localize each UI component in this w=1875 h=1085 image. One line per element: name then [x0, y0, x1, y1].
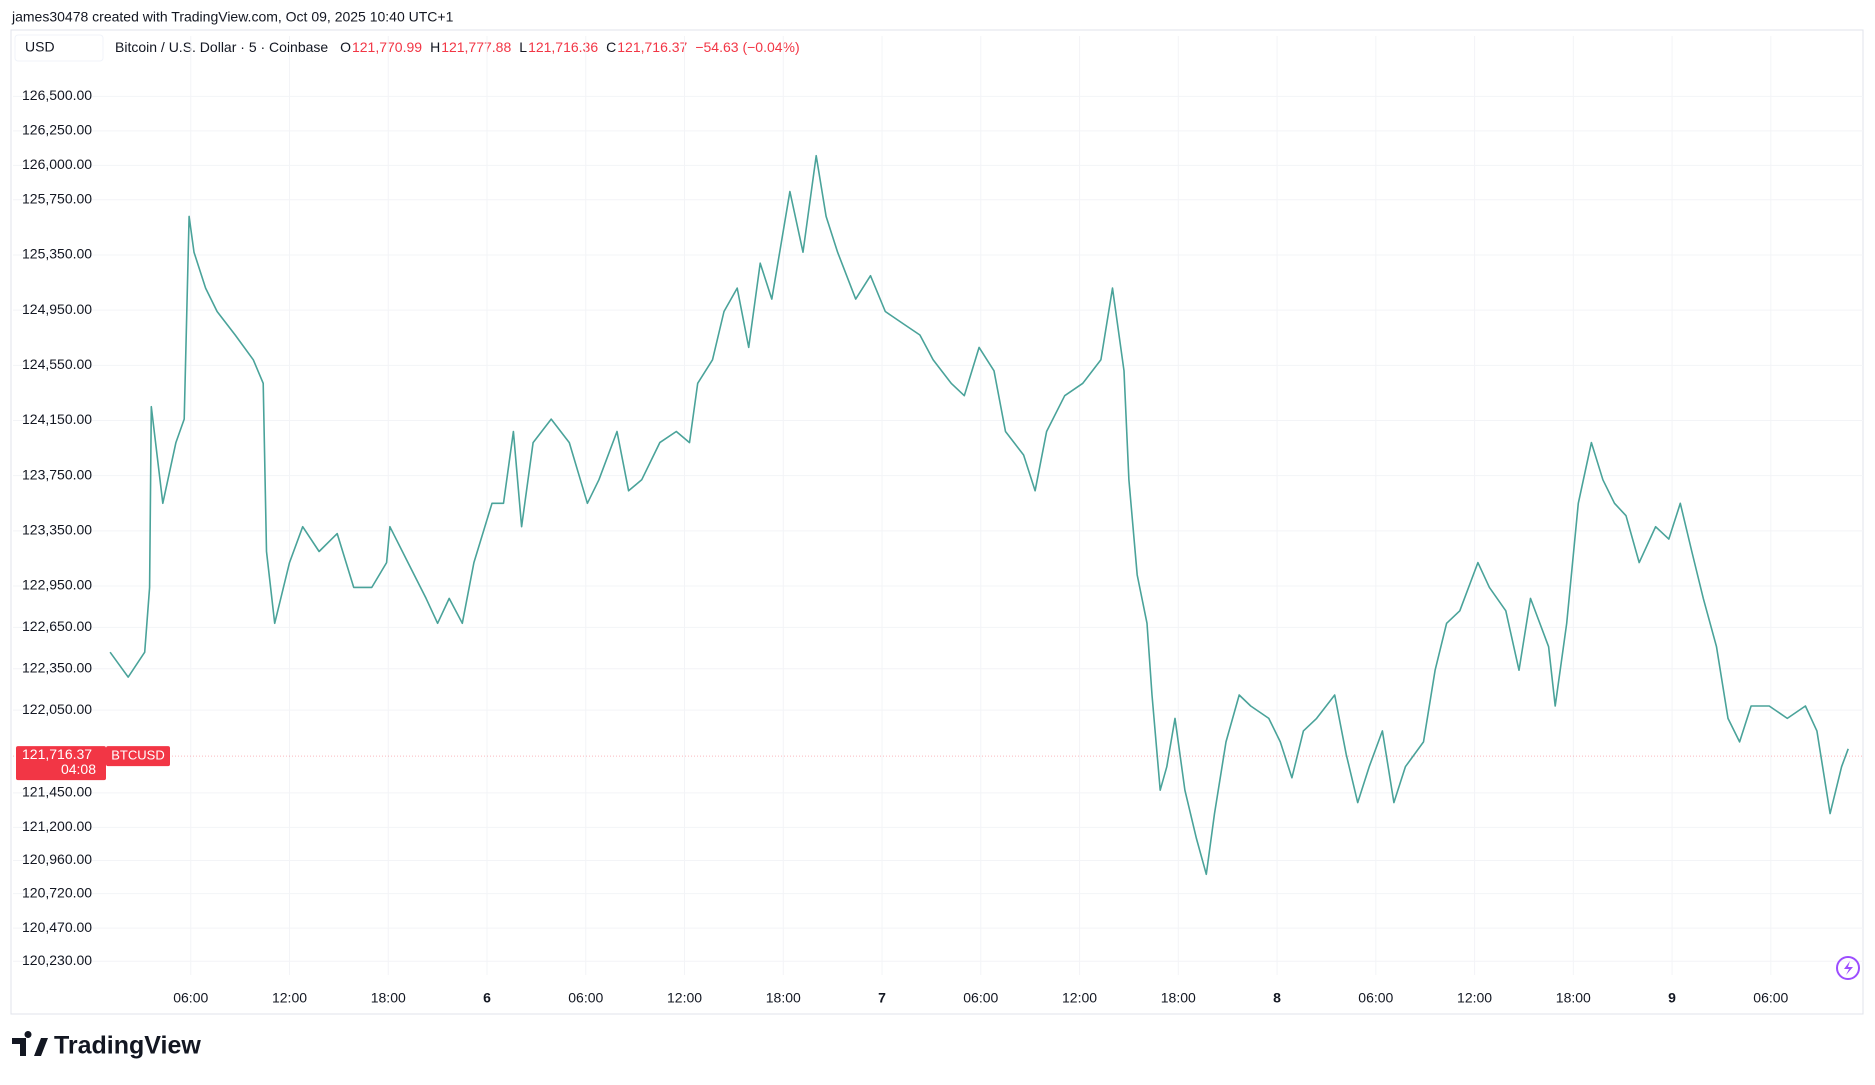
icon-ring[interactable] — [1836, 956, 1860, 980]
ohlc-value: 121,777.88 — [441, 39, 511, 55]
ohlc-value: 121,770.99 — [352, 39, 422, 55]
symbol-tag — [106, 746, 170, 767]
symbol-tag-label: BTCUSD — [111, 748, 164, 763]
y-tick-label: 126,000.00 — [22, 156, 92, 172]
x-tick-label: 18:00 — [371, 990, 406, 1006]
x-tick-label: 06:00 — [1358, 990, 1393, 1006]
ohlc-value: 121,716.36 — [528, 39, 598, 55]
x-tick-label: 6 — [483, 990, 491, 1006]
ohlc-value: 121,716.37 — [617, 39, 687, 55]
ohlc-key: C — [606, 39, 616, 55]
x-tick-label: 12:00 — [667, 990, 702, 1006]
chart-frame — [10, 29, 1864, 1015]
currency[interactable]: USD — [25, 39, 55, 55]
symbol-legend: Bitcoin / U.S. Dollar · 5 · Coinbase O12… — [115, 39, 800, 55]
x-tick-label: 18:00 — [1556, 990, 1591, 1006]
currency-box[interactable] — [14, 34, 104, 62]
y-tick-label: 121,200.00 — [22, 818, 92, 834]
y-tick-label: 125,350.00 — [22, 246, 92, 262]
ohlc-key: O — [340, 39, 351, 55]
x-tick-label: 12:00 — [272, 990, 307, 1006]
y-tick-label: 122,650.00 — [22, 618, 92, 634]
y-tick-label: 124,950.00 — [22, 301, 92, 317]
y-tick-label: 124,550.00 — [22, 356, 92, 372]
x-tick-label: 12:00 — [1457, 990, 1492, 1006]
y-tick-label: 122,350.00 — [22, 659, 92, 675]
plot-area: 06:00 12:00 18:00 6 06:00 12:00 18:00 7 06:00 12:… — [13, 36, 1863, 1006]
attribution: james30478 created with TradingView.com,… — [11, 9, 454, 25]
x-tick-label: 18:00 — [766, 990, 801, 1006]
y-tick-label: 122,950.00 — [22, 577, 92, 593]
y-tick-label: 122,050.00 — [22, 701, 92, 717]
y-tick-label: 120,230.00 — [22, 952, 92, 968]
ohlc-key: L — [519, 39, 527, 55]
icon-bolt[interactable] — [1844, 961, 1853, 975]
price-line — [109, 154, 1849, 876]
x-tick-label: 06:00 — [963, 990, 998, 1006]
last-price-box — [16, 746, 106, 781]
y-tick-label: 121,450.00 — [22, 784, 92, 800]
logo-text: TradingView — [54, 1032, 201, 1060]
y-tick-label: 126,250.00 — [22, 122, 92, 138]
y-tick-label: 120,960.00 — [22, 851, 92, 867]
x-tick-label: 8 — [1273, 990, 1281, 1006]
logo-icon — [12, 1031, 48, 1056]
x-tick-label: 12:00 — [1062, 990, 1097, 1006]
logo: TradingView — [12, 1031, 201, 1060]
x-tick-label: 06:00 — [568, 990, 603, 1006]
symbol: Bitcoin / U.S. Dollar · 5 · Coinbase — [115, 39, 328, 55]
y-tick-label: 125,750.00 — [22, 191, 92, 207]
x-tick-label: 7 — [878, 990, 886, 1006]
y-tick-label: 123,750.00 — [22, 466, 92, 482]
x-tick-label: 18:00 — [1161, 990, 1196, 1006]
assistant-icon[interactable] — [1836, 956, 1860, 980]
x-tick-label: 06:00 — [173, 990, 208, 1006]
x-tick-label: 06:00 — [1753, 990, 1788, 1006]
y-tick-label: 126,500.00 — [22, 87, 92, 103]
y-tick-label: 124,150.00 — [22, 411, 92, 427]
change: −54.63 (−0.04%) — [695, 39, 799, 55]
y-tick-label: 120,470.00 — [22, 919, 92, 935]
ohlc-key: H — [430, 39, 440, 55]
x-tick-label: 9 — [1668, 990, 1676, 1006]
last-price-countdown: 04:08 — [61, 761, 96, 777]
last-price-label: 121,716.37 — [22, 746, 92, 762]
y-tick-label: 120,720.00 — [22, 884, 92, 900]
y-tick-label: 123,350.00 — [22, 522, 92, 538]
